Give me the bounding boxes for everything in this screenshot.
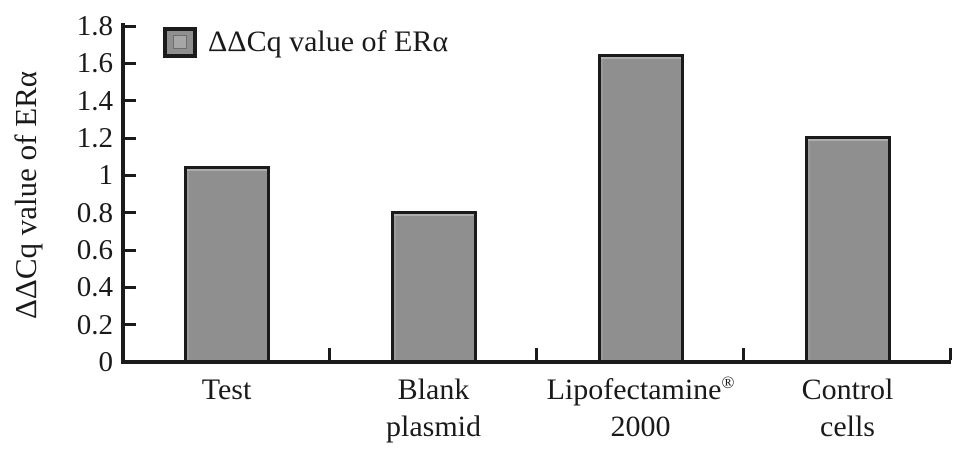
category-label-line: 2000 [610, 410, 671, 443]
category-label-line: cells [820, 410, 875, 443]
y-axis-tick [125, 211, 136, 215]
x-axis-tick [949, 348, 952, 360]
legend-swatch-inner [173, 35, 187, 49]
y-axis-tick [125, 24, 136, 28]
category-label-line: Control [801, 373, 894, 406]
x-axis-tick [742, 348, 745, 360]
y-axis-tick [125, 61, 136, 65]
y-tick-label: 1.2 [76, 122, 113, 154]
category-label: Blank plasmid [304, 371, 564, 445]
bar [597, 54, 684, 362]
y-axis-tick [125, 136, 136, 140]
y-tick-label: 0.2 [76, 308, 113, 341]
y-tick-label: 0 [98, 346, 114, 378]
category-label-line: Test [201, 373, 252, 406]
y-axis-tick [125, 248, 136, 252]
y-tick-label: 1.6 [76, 47, 113, 80]
category-label: Test [97, 371, 357, 408]
y-tick-label: 1.8 [76, 10, 113, 42]
legend-label: ΔΔCq value of ERα [208, 25, 449, 58]
category-label-line: plasmid [386, 410, 481, 443]
category-label-line: Lipofectamine® [546, 373, 735, 406]
x-axis-tick [328, 348, 331, 360]
x-axis-tick [535, 348, 538, 360]
bar [390, 211, 477, 362]
category-label-line: Blank [397, 373, 470, 406]
y-tick-label: 1 [98, 159, 114, 192]
y-tick-label: 0.4 [76, 271, 113, 304]
y-axis-tick [125, 323, 136, 327]
legend: ΔΔCq value of ERα [163, 25, 448, 59]
legend-swatch-icon [163, 26, 197, 58]
category-label: Lipofectamine® 2000 [511, 371, 771, 445]
y-axis-tick [125, 99, 136, 103]
registered-trademark-symbol: ® [721, 373, 735, 392]
bar [183, 166, 270, 362]
y-axis-tick [125, 173, 136, 177]
bar [804, 136, 891, 362]
y-axis-line [121, 23, 125, 364]
y-axis-tick [125, 285, 136, 289]
y-tick-label: 0.6 [76, 234, 113, 266]
y-tick-label: 1.4 [76, 84, 113, 117]
y-tick-label: 0.8 [76, 196, 113, 229]
category-label: Control cells [718, 371, 969, 445]
x-axis-line [121, 360, 951, 364]
